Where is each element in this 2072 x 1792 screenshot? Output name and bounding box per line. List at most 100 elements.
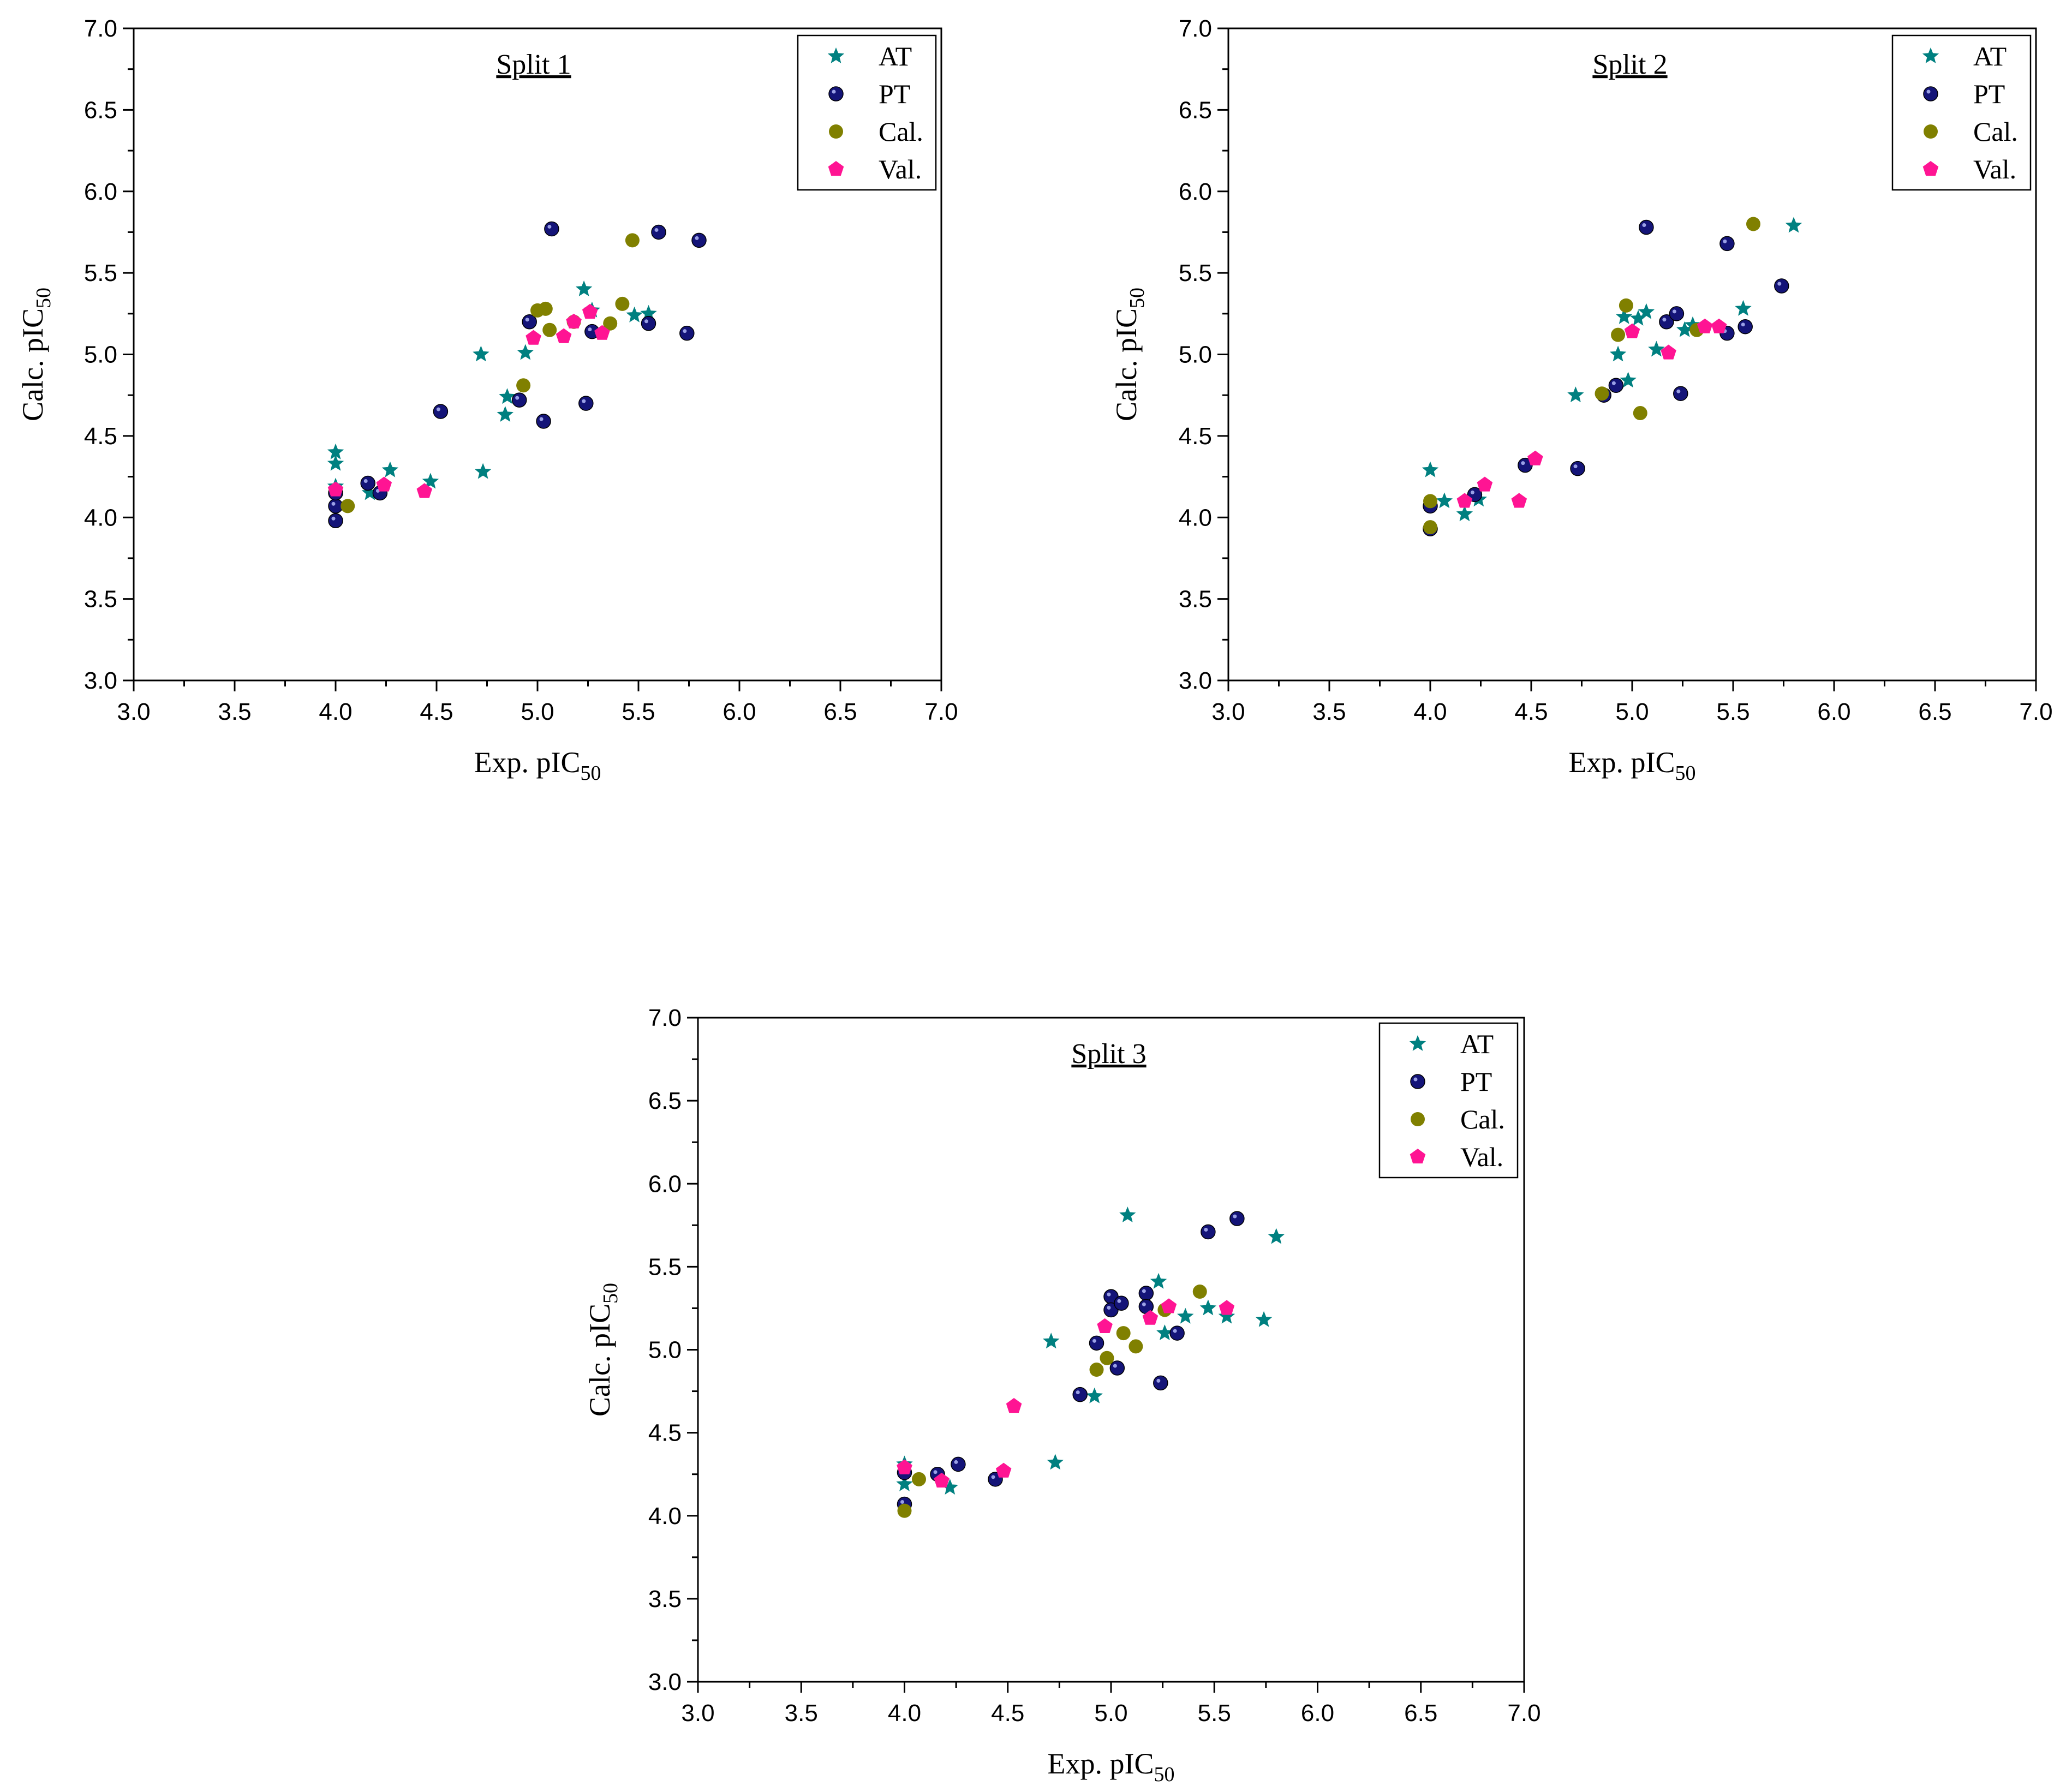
point-pt-highlight (547, 224, 552, 229)
point-pt (1659, 314, 1674, 330)
point-val (526, 330, 541, 345)
point-pt-highlight (539, 417, 544, 421)
point-at (474, 463, 492, 479)
chart-split-1: 3.0 3.5 4.0 4.5 5.0 5.5 6.0 6.5 7.0 3.0 3.5 4.0 4.5 5… (16, 15, 958, 785)
point-pt-highlight (1156, 1378, 1161, 1383)
point-pt-highlight (954, 1460, 958, 1464)
legend-item-pt: PT (828, 79, 910, 109)
x-tick-label: 3.0 (117, 698, 150, 725)
point-val (582, 303, 598, 319)
x-axis-title: Exp. pIC50 (474, 746, 601, 785)
legend-marker-pt (1410, 1074, 1425, 1089)
point-at (1567, 386, 1584, 403)
point-pt (1114, 1295, 1129, 1311)
point-at (1436, 492, 1453, 509)
legend-item-pt: PT (1410, 1066, 1492, 1097)
legend-label: PT (1460, 1066, 1492, 1097)
point-pt-highlight (1676, 389, 1681, 393)
x-tick-label: 7.0 (1507, 1700, 1540, 1727)
x-tick-label: 4.0 (1413, 698, 1447, 725)
point-at (1268, 1228, 1285, 1244)
point-at (1638, 303, 1655, 319)
point-pt (951, 1456, 966, 1472)
x-tick-label: 3.5 (218, 698, 251, 725)
x-axis-title: Exp. pIC50 (1048, 1747, 1175, 1786)
y-tick-label: 4.0 (84, 504, 117, 531)
point-pt-highlight (1204, 1227, 1208, 1232)
legend-item-at: AT (1409, 1029, 1494, 1059)
point-cal (1116, 1326, 1131, 1341)
data-points (1422, 217, 1802, 536)
point-pt-highlight (363, 479, 368, 483)
legend-label: AT (1973, 41, 2007, 71)
point-pt-highlight (525, 318, 529, 322)
point-at (1629, 309, 1647, 326)
x-tick-label: 4.0 (319, 698, 352, 725)
x-tick-label: 5.0 (1094, 1700, 1127, 1727)
y-axis-title: Calc. pIC50 (1110, 288, 1149, 421)
point-pt (641, 315, 656, 331)
x-tick-label: 7.0 (2019, 698, 2052, 725)
point-cal (897, 1503, 912, 1518)
point-val (1477, 476, 1493, 492)
legend-item-at: AT (1922, 41, 2007, 71)
series-cal (897, 1285, 1207, 1518)
point-pt (691, 232, 707, 248)
point-pt (679, 325, 695, 341)
x-tick-label: 6.0 (1301, 1700, 1334, 1727)
tick-marks: 3.0 3.5 4.0 4.5 5.0 5.5 6.0 6.5 7.0 3.0 3.5 4.0 4.5 5… (1110, 15, 2053, 785)
series-at (896, 1206, 1285, 1495)
point-at (1676, 321, 1693, 337)
y-tick-label: 4.5 (1179, 423, 1212, 450)
point-val (1456, 493, 1473, 508)
legend-marker-val (1922, 161, 1939, 176)
point-at (941, 1479, 958, 1495)
legend-item-cal: Cal. (1411, 1104, 1505, 1134)
series-pt (897, 1211, 1245, 1512)
point-val (995, 1462, 1012, 1478)
point-val (416, 483, 433, 498)
point-pt-highlight (1672, 309, 1676, 314)
x-tick-label: 5.5 (1716, 698, 1749, 725)
point-pt-highlight (1573, 464, 1578, 469)
legend-label: PT (879, 79, 910, 109)
point-at (1177, 1307, 1194, 1324)
point-val (1527, 450, 1543, 465)
point-at (1047, 1454, 1064, 1470)
point-pt-highlight (1107, 1305, 1111, 1310)
point-cal (1192, 1285, 1207, 1299)
point-at (327, 455, 344, 471)
chart-title: Split 2 (1592, 49, 1667, 80)
point-pt-highlight (1076, 1390, 1080, 1395)
y-tick-label: 4.0 (1179, 504, 1212, 531)
legend-item-val: Val. (1922, 154, 2016, 184)
x-tick-label: 3.0 (1211, 698, 1245, 725)
y-tick-label: 4.5 (84, 423, 117, 450)
point-pt (1109, 1360, 1125, 1376)
point-pt (1089, 1335, 1104, 1351)
x-tick-label: 5.5 (1198, 1700, 1231, 1727)
point-pt (1774, 278, 1789, 294)
legend-item-val: Val. (828, 154, 922, 184)
point-pt (1673, 386, 1688, 401)
point-pt-highlight (1233, 1214, 1237, 1218)
legend-marker-pt (1923, 86, 1938, 101)
point-val (1161, 1298, 1177, 1313)
point-at (1620, 372, 1637, 388)
legend-marker-cal (1924, 124, 1938, 139)
y-tick-label: 3.5 (1179, 586, 1212, 613)
y-tick-label: 7.0 (1179, 15, 1212, 42)
point-val (897, 1459, 912, 1474)
point-at (499, 388, 516, 404)
x-tick-label: 4.0 (888, 1700, 921, 1727)
series-cal (1423, 217, 1760, 535)
point-pt-highlight (654, 228, 659, 232)
point-val (556, 328, 572, 343)
legend-marker-at (827, 47, 845, 63)
point-cal (1089, 1363, 1104, 1377)
y-tick-label: 3.0 (1179, 667, 1212, 694)
x-tick-label: 7.0 (924, 698, 958, 725)
point-val (376, 476, 392, 492)
x-tick-label: 4.5 (991, 1700, 1024, 1727)
